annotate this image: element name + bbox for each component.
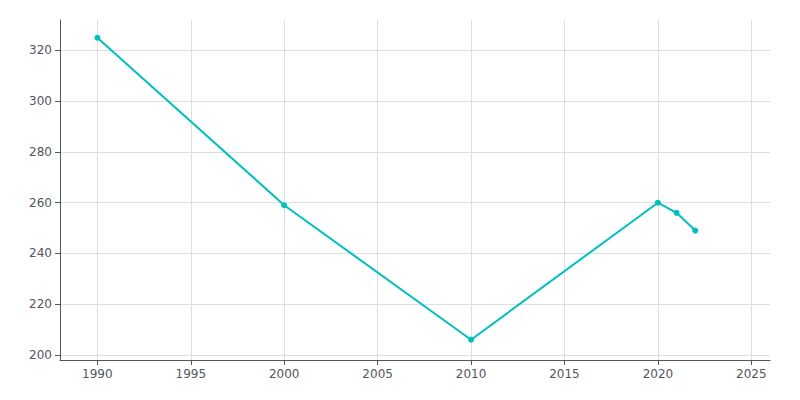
svg-text:240: 240 xyxy=(29,246,52,260)
svg-text:200: 200 xyxy=(29,348,52,362)
svg-text:2005: 2005 xyxy=(362,367,393,381)
svg-text:2020: 2020 xyxy=(643,367,674,381)
svg-text:2000: 2000 xyxy=(269,367,300,381)
svg-text:280: 280 xyxy=(29,145,52,159)
svg-text:220: 220 xyxy=(29,297,52,311)
svg-text:2025: 2025 xyxy=(736,367,767,381)
svg-text:320: 320 xyxy=(29,43,52,57)
svg-text:2010: 2010 xyxy=(456,367,487,381)
svg-text:1990: 1990 xyxy=(82,367,113,381)
svg-text:2015: 2015 xyxy=(549,367,580,381)
svg-text:1995: 1995 xyxy=(176,367,207,381)
svg-text:260: 260 xyxy=(29,196,52,210)
svg-text:300: 300 xyxy=(29,94,52,108)
